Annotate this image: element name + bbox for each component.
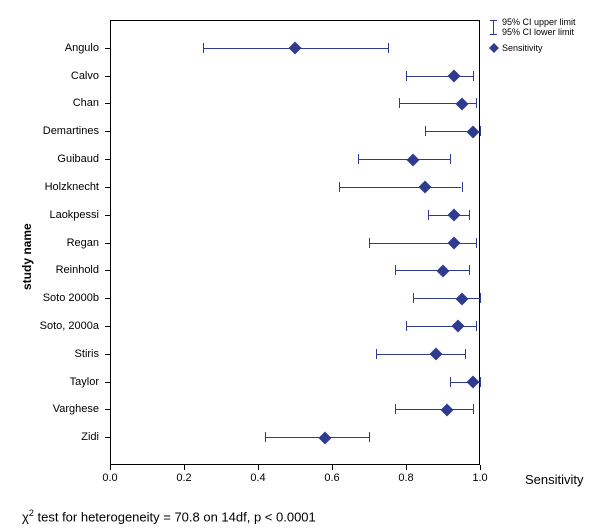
ci-line [339, 187, 461, 188]
y-axis-title: study name [20, 223, 34, 290]
ci-line [376, 354, 465, 355]
ci-cap [469, 210, 470, 220]
x-tick [332, 465, 333, 470]
ci-cap [450, 154, 451, 164]
y-tick [105, 76, 110, 77]
y-tick [105, 298, 110, 299]
x-tick-label: 0.0 [102, 472, 117, 484]
study-label: Laokpessi [49, 209, 99, 221]
ci-cap [480, 126, 481, 136]
ci-cap [480, 293, 481, 303]
ci-cap [395, 265, 396, 275]
ci-cap [480, 377, 481, 387]
ci-cap [203, 43, 204, 53]
legend-ci-lower-label: 95% CI lower limit [502, 27, 574, 37]
ci-cap [462, 182, 463, 192]
study-label: Soto, 2000a [40, 320, 99, 332]
ci-cap [369, 238, 370, 248]
x-tick-label: 1.0 [472, 472, 487, 484]
ci-cap [395, 404, 396, 414]
study-label: Taylor [70, 376, 99, 388]
study-label: Stiris [75, 348, 99, 360]
ci-cap [476, 98, 477, 108]
ci-cap [425, 126, 426, 136]
ci-cap [265, 432, 266, 442]
ci-cap [406, 321, 407, 331]
x-tick [110, 465, 111, 470]
x-tick-label: 0.6 [324, 472, 339, 484]
ci-cap [358, 154, 359, 164]
x-tick [480, 465, 481, 470]
ci-cap [376, 349, 377, 359]
ci-line [406, 326, 476, 327]
study-label: Soto 2000b [43, 292, 99, 304]
legend-sensitivity-icon [489, 43, 499, 53]
x-tick [406, 465, 407, 470]
y-tick [105, 326, 110, 327]
ci-cap [388, 43, 389, 53]
ci-cap [406, 71, 407, 81]
ci-cap [339, 182, 340, 192]
ci-cap [399, 98, 400, 108]
ci-cap [369, 432, 370, 442]
y-tick [105, 48, 110, 49]
ci-cap [465, 349, 466, 359]
y-tick [105, 103, 110, 104]
ci-cap [476, 238, 477, 248]
ci-cap [473, 71, 474, 81]
y-tick [105, 243, 110, 244]
legend-sensitivity-label: Sensitivity [502, 43, 543, 53]
study-label: Demartines [43, 125, 99, 137]
ci-cap [428, 210, 429, 220]
x-axis-title: Sensitivity [525, 472, 584, 487]
x-tick-label: 0.2 [176, 472, 191, 484]
y-tick [105, 187, 110, 188]
study-label: Chan [73, 97, 99, 109]
y-tick [105, 215, 110, 216]
study-label: Zidi [81, 431, 99, 443]
y-tick [105, 131, 110, 132]
study-label: Regan [67, 237, 99, 249]
legend-ci-upper-label: 95% CI upper limit [502, 17, 576, 27]
x-tick-label: 0.4 [250, 472, 265, 484]
y-tick [105, 409, 110, 410]
ci-cap [450, 377, 451, 387]
y-tick [105, 382, 110, 383]
x-tick [184, 465, 185, 470]
ci-cap [469, 265, 470, 275]
ci-line [413, 298, 480, 299]
ci-cap [473, 404, 474, 414]
x-tick [258, 465, 259, 470]
ci-cap [413, 293, 414, 303]
study-label: Holzknecht [45, 181, 99, 193]
y-tick [105, 270, 110, 271]
study-label: Guibaud [57, 153, 99, 165]
study-label: Angulo [65, 42, 99, 54]
ci-cap [476, 321, 477, 331]
ci-line [265, 437, 369, 438]
ci-line [358, 159, 451, 160]
ci-line [406, 76, 473, 77]
study-label: Reinhold [56, 264, 99, 276]
y-tick [105, 437, 110, 438]
heterogeneity-test-text: χ2 test for heterogeneity = 70.8 on 14df… [22, 508, 316, 524]
study-label: Varghese [53, 403, 99, 415]
y-tick [105, 159, 110, 160]
ci-line [395, 409, 473, 410]
study-label: Calvo [71, 70, 99, 82]
y-tick [105, 354, 110, 355]
forest-plot-figure: { "figure": { "width": 600, "height": 53… [0, 0, 600, 532]
ci-line [395, 270, 469, 271]
x-tick-label: 0.8 [398, 472, 413, 484]
legend-ci-icon [490, 18, 498, 36]
